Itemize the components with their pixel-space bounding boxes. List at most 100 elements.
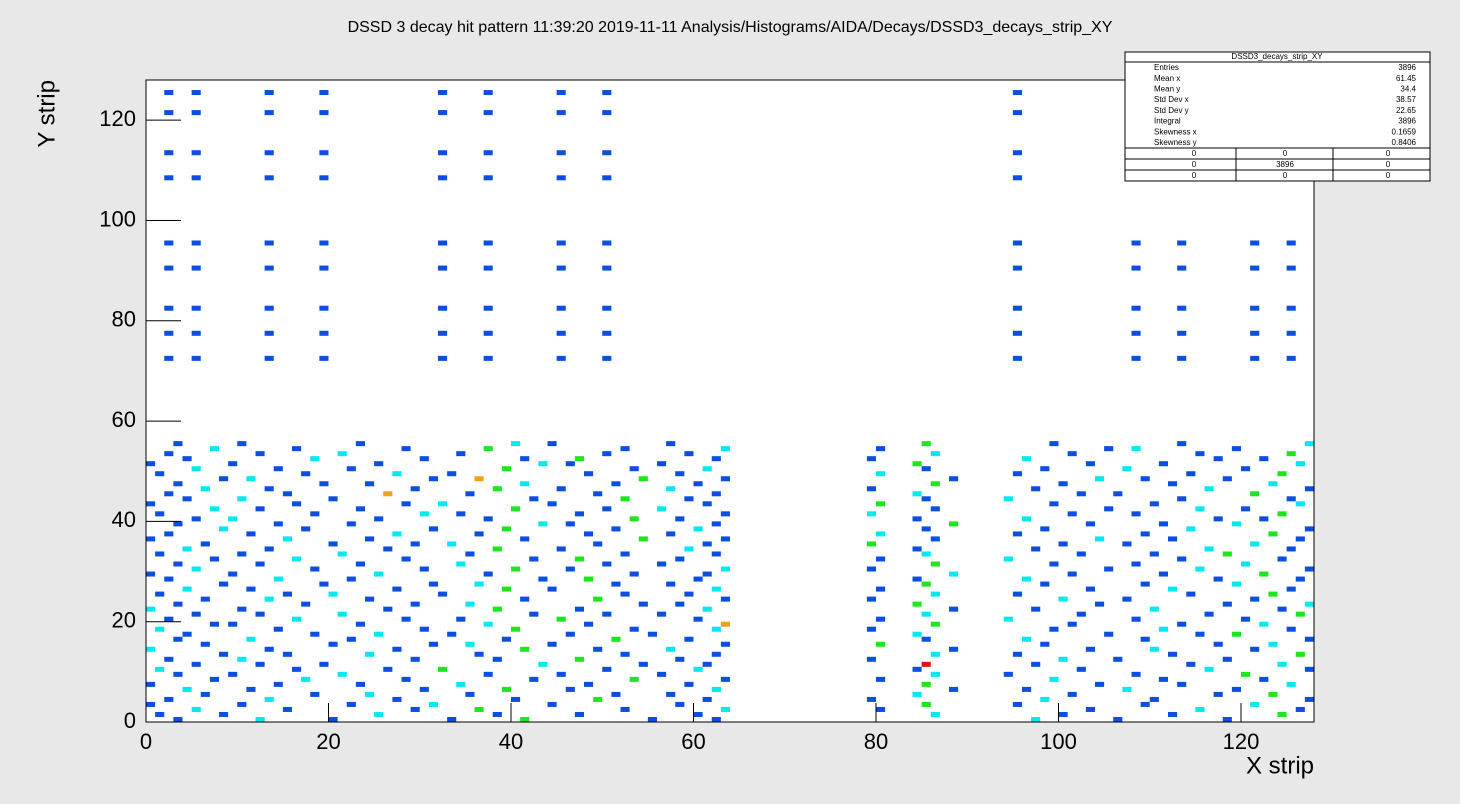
cell: [930, 561, 940, 567]
cell: [173, 561, 183, 567]
cell: [602, 666, 612, 672]
cell: [711, 716, 721, 722]
cell: [538, 461, 548, 467]
cell: [1168, 586, 1178, 592]
cell: [1286, 265, 1296, 271]
cell: [173, 716, 183, 722]
cell: [483, 330, 493, 336]
cell: [611, 691, 621, 697]
cell: [164, 110, 174, 116]
cell: [155, 471, 165, 477]
cell: [574, 456, 584, 462]
cell: [1012, 355, 1022, 361]
cell: [465, 491, 475, 497]
cell: [611, 581, 621, 587]
cell: [1095, 601, 1105, 607]
cell: [410, 486, 420, 492]
cell: [237, 551, 247, 557]
cell: [474, 706, 484, 712]
cell: [1140, 701, 1150, 707]
cell: [720, 641, 730, 647]
stats-label: Mean x: [1154, 74, 1180, 83]
cell: [191, 566, 201, 572]
cell: [428, 581, 438, 587]
cell: [666, 486, 676, 492]
cell: [1304, 526, 1314, 532]
cell: [465, 641, 475, 647]
cell: [602, 561, 612, 567]
cell: [720, 566, 730, 572]
stats-table-cell: 0: [1386, 171, 1391, 180]
cell: [620, 706, 630, 712]
x-tick-label: 80: [864, 729, 888, 754]
cell: [538, 521, 548, 527]
cell: [146, 501, 156, 507]
cell: [1268, 591, 1278, 597]
cell: [438, 150, 448, 156]
stats-label: Mean y: [1154, 85, 1180, 94]
cell: [675, 601, 685, 607]
cell: [282, 536, 292, 542]
cell: [556, 330, 566, 336]
stats-table-cell: 0: [1192, 149, 1197, 158]
cell: [657, 506, 667, 512]
cell: [483, 265, 493, 271]
cell: [1177, 355, 1187, 361]
cell: [602, 265, 612, 271]
cell: [365, 691, 375, 697]
cell: [556, 90, 566, 96]
cell: [921, 496, 931, 502]
cell: [1131, 616, 1141, 622]
cell: [200, 596, 210, 602]
cell: [328, 716, 338, 722]
stats-value: 0.1659: [1392, 127, 1417, 136]
cell: [1231, 446, 1241, 452]
cell: [182, 586, 192, 592]
cell: [1204, 666, 1214, 672]
cell: [1031, 661, 1041, 667]
cell: [620, 496, 630, 502]
cell: [1085, 521, 1095, 527]
cell: [365, 481, 375, 487]
cell: [219, 711, 229, 717]
cell: [602, 611, 612, 617]
cell: [155, 511, 165, 517]
cell: [264, 240, 274, 246]
cell: [657, 461, 667, 467]
cell: [164, 240, 174, 246]
cell: [574, 556, 584, 562]
cell: [374, 631, 384, 637]
cell: [264, 265, 274, 271]
cell: [602, 240, 612, 246]
cell: [319, 110, 329, 116]
cell: [492, 606, 502, 612]
cell: [1241, 466, 1251, 472]
cell: [1085, 461, 1095, 467]
cell: [1213, 641, 1223, 647]
cell: [1131, 305, 1141, 311]
cell: [657, 611, 667, 617]
cell: [501, 636, 511, 642]
cell: [209, 621, 219, 627]
cell: [1085, 646, 1095, 652]
cell: [556, 671, 566, 677]
cell: [876, 471, 886, 477]
cell: [629, 626, 639, 632]
cell: [1012, 240, 1022, 246]
cell: [1277, 711, 1287, 717]
cell: [1277, 661, 1287, 667]
cell: [401, 556, 411, 562]
cell: [1031, 546, 1041, 552]
cell: [1049, 561, 1059, 567]
cell: [173, 601, 183, 607]
cell: [1304, 636, 1314, 642]
cell: [876, 641, 886, 647]
cell: [647, 631, 657, 637]
cell: [1012, 471, 1022, 477]
cell: [620, 551, 630, 557]
cell: [365, 596, 375, 602]
cell: [1241, 506, 1251, 512]
cell: [912, 491, 922, 497]
cell: [866, 596, 876, 602]
cell: [264, 150, 274, 156]
